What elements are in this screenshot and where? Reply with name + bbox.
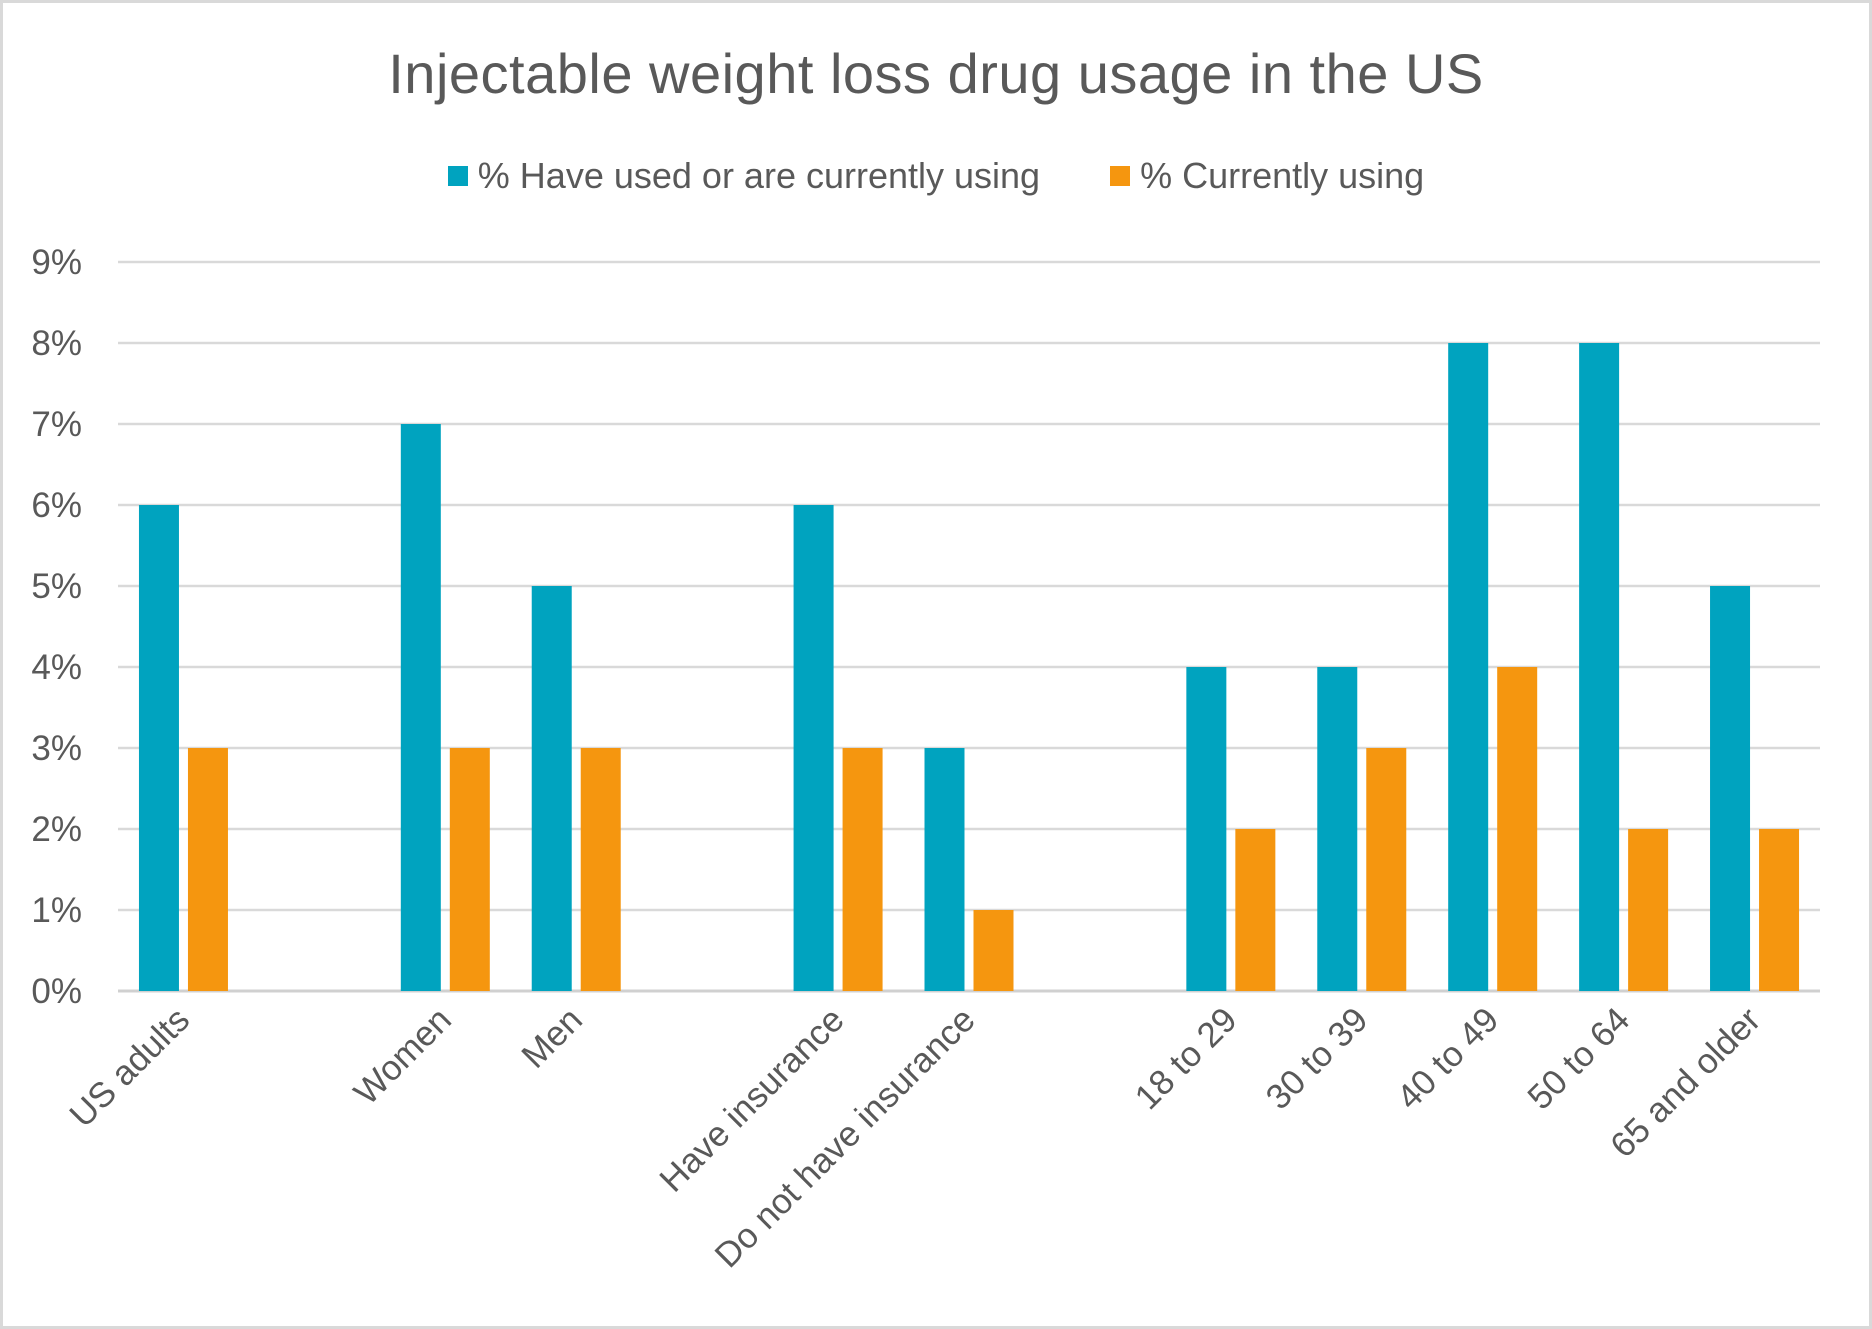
x-category-label: Do not have insurance — [707, 1000, 982, 1275]
bar-series-2 — [1628, 829, 1669, 991]
bar-series-1 — [924, 748, 965, 991]
legend-label-series-1: % Have used or are currently using — [477, 155, 1041, 196]
x-category-label: Women — [347, 1000, 459, 1112]
x-category-label: 40 to 49 — [1389, 1000, 1506, 1117]
bar-series-2 — [973, 910, 1014, 991]
bar-series-2 — [842, 748, 883, 991]
bar-series-2 — [187, 748, 228, 991]
bar-series-1 — [1186, 667, 1227, 991]
bar-series-1 — [1448, 343, 1489, 991]
chart-legend: % Have used or are currently using % Cur… — [3, 155, 1869, 197]
y-tick-label: 2% — [31, 810, 82, 849]
y-tick-label: 6% — [31, 486, 82, 525]
legend-swatch-series-2 — [1110, 166, 1131, 186]
bar-series-1 — [1710, 586, 1751, 991]
legend-swatch-series-1 — [447, 166, 468, 186]
bar-series-1 — [1579, 343, 1620, 991]
y-tick-label: 8% — [31, 324, 82, 363]
bar-series-1 — [138, 505, 179, 991]
x-category-label: Men — [514, 1000, 590, 1076]
x-category-label: 18 to 29 — [1127, 1000, 1244, 1117]
x-category-label: 50 to 64 — [1520, 1000, 1637, 1117]
legend-item-series-2: % Currently using — [1110, 155, 1424, 197]
x-category-label: 30 to 39 — [1258, 1000, 1375, 1117]
bar-series-2 — [1366, 748, 1407, 991]
bar-series-2 — [1497, 667, 1538, 991]
legend-item-series-1: % Have used or are currently using — [447, 155, 1041, 197]
bar-series-2 — [580, 748, 621, 991]
y-tick-label: 7% — [31, 405, 82, 444]
x-category-label: US adults — [62, 1000, 197, 1135]
bar-series-2 — [1235, 829, 1276, 991]
y-tick-label: 4% — [31, 648, 82, 687]
bar-series-1 — [400, 424, 441, 991]
bar-series-1 — [531, 586, 572, 991]
y-tick-label: 5% — [31, 567, 82, 606]
bar-series-1 — [1317, 667, 1358, 991]
chart-title: Injectable weight loss drug usage in the… — [388, 42, 1484, 105]
y-tick-label: 3% — [31, 729, 82, 768]
y-tick-label: 0% — [31, 972, 82, 1011]
y-tick-label: 9% — [31, 243, 82, 282]
bar-series-2 — [1759, 829, 1800, 991]
y-tick-label: 1% — [31, 891, 82, 930]
bar-series-1 — [793, 505, 834, 991]
legend-label-series-2: % Currently using — [1140, 155, 1425, 196]
bar-series-2 — [449, 748, 490, 991]
